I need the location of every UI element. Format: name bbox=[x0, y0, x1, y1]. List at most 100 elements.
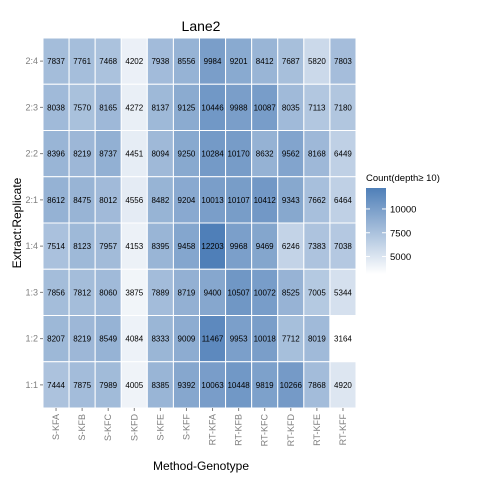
cell-value-label: 12203 bbox=[201, 242, 224, 251]
legend-title: Count(depth≥ 10) bbox=[366, 173, 440, 184]
cell-value-label: 6246 bbox=[282, 242, 300, 251]
y-tick-label: 1:4 bbox=[25, 241, 38, 251]
cell-value-label: 9125 bbox=[178, 103, 196, 112]
cell-value-label: 8012 bbox=[99, 196, 117, 205]
cell-value-label: 10448 bbox=[227, 381, 250, 390]
cell-value-label: 9968 bbox=[230, 242, 248, 251]
y-tick-label: 1:1 bbox=[25, 380, 38, 390]
cell-value-label: 4451 bbox=[125, 150, 143, 159]
x-tick-label: RT-KFF bbox=[338, 414, 348, 446]
cell-value-label: 8525 bbox=[282, 288, 300, 297]
x-axis-title: Method-Genotype bbox=[153, 459, 249, 473]
cell-value-label: 7837 bbox=[47, 57, 65, 66]
cell-value-label: 7889 bbox=[151, 288, 169, 297]
cell-value-label: 5344 bbox=[334, 288, 352, 297]
cell-value-label: 4153 bbox=[125, 242, 143, 251]
x-tick-label: RT-KFD bbox=[286, 414, 296, 447]
cell-value-label: 10170 bbox=[227, 150, 250, 159]
cell-value-label: 9009 bbox=[178, 335, 196, 344]
y-tick-label: 1:2 bbox=[25, 334, 38, 344]
cell-value-label: 8035 bbox=[282, 103, 300, 112]
cell-value-label: 9562 bbox=[282, 150, 300, 159]
cell-value-label: 7868 bbox=[308, 381, 326, 390]
cell-value-label: 8612 bbox=[47, 196, 65, 205]
cell-value-label: 8556 bbox=[178, 57, 196, 66]
cell-value-label: 10087 bbox=[254, 103, 277, 112]
cell-value-label: 8038 bbox=[47, 103, 65, 112]
cell-value-label: 8396 bbox=[47, 150, 65, 159]
cell-value-label: 3875 bbox=[125, 288, 143, 297]
x-tick-label: S-KFF bbox=[181, 413, 191, 440]
cell-value-label: 3164 bbox=[334, 335, 352, 344]
y-tick-label: 2:3 bbox=[25, 102, 38, 112]
cell-value-label: 7761 bbox=[73, 57, 91, 66]
y-axis-title: Extract:Replicate bbox=[10, 177, 24, 268]
cell-value-label: 9819 bbox=[256, 381, 274, 390]
cell-value-label: 10018 bbox=[254, 335, 277, 344]
cell-value-label: 7989 bbox=[99, 381, 117, 390]
cell-value-label: 7856 bbox=[47, 288, 65, 297]
cell-value-label: 8385 bbox=[151, 381, 169, 390]
cell-value-label: 7812 bbox=[73, 288, 91, 297]
cell-value-label: 8207 bbox=[47, 335, 65, 344]
cell-value-label: 4202 bbox=[125, 57, 143, 66]
y-tick-labels: 2:4 2:3 2:2 2:1 1:4 1:3 1:2 1:1 bbox=[25, 56, 43, 390]
cell-value-label: 7113 bbox=[308, 103, 326, 112]
x-tick-label: S-KFE bbox=[155, 414, 165, 441]
x-tick-label: S-KFA bbox=[51, 414, 61, 440]
cell-value-label: 10063 bbox=[201, 381, 224, 390]
cell-value-label: 8137 bbox=[151, 103, 169, 112]
cell-value-label: 9953 bbox=[230, 335, 248, 344]
cell-value-label: 10446 bbox=[201, 103, 224, 112]
cell-value-label: 10507 bbox=[227, 288, 250, 297]
cell-value-label: 8412 bbox=[256, 57, 274, 66]
cell-value-label: 7687 bbox=[282, 57, 300, 66]
cell-value-label: 4556 bbox=[125, 196, 143, 205]
x-tick-label: RT-KFA bbox=[208, 414, 218, 445]
cell-value-label: 6464 bbox=[334, 196, 352, 205]
cell-value-label: 8549 bbox=[99, 335, 117, 344]
cell-value-label: 9201 bbox=[230, 57, 248, 66]
cell-value-label: 9988 bbox=[230, 103, 248, 112]
cell-value-label: 10266 bbox=[280, 381, 303, 390]
x-tick-label: S-KFB bbox=[77, 414, 87, 441]
cell-value-label: 10284 bbox=[201, 150, 224, 159]
legend-color-bar bbox=[366, 188, 386, 274]
y-tick-label: 1:3 bbox=[25, 287, 38, 297]
cell-value-label: 4005 bbox=[125, 381, 143, 390]
cell-value-label: 8632 bbox=[256, 150, 274, 159]
cell-value-label: 8719 bbox=[178, 288, 196, 297]
cell-value-label: 8219 bbox=[73, 150, 91, 159]
legend-tick-label: 5000 bbox=[390, 252, 411, 263]
cell-value-label: 7803 bbox=[334, 57, 352, 66]
x-tick-label: RT-KFC bbox=[260, 414, 270, 447]
cell-value-label: 7938 bbox=[151, 57, 169, 66]
cell-value-label: 7383 bbox=[308, 242, 326, 251]
x-tick-labels: S-KFA S-KFB S-KFC S-KFD S-KFE S-KFF RT-KFA RT-K… bbox=[51, 408, 348, 446]
cell-value-label: 7468 bbox=[99, 57, 117, 66]
cell-value-label: 9343 bbox=[282, 196, 300, 205]
cell-value-label: 9400 bbox=[204, 288, 222, 297]
cell-value-label: 7662 bbox=[308, 196, 326, 205]
x-tick-label: S-KFD bbox=[129, 413, 139, 441]
cell-value-label: 7957 bbox=[99, 242, 117, 251]
cell-value-label: 4084 bbox=[125, 335, 143, 344]
cell-value-label: 9984 bbox=[204, 57, 222, 66]
x-tick-label: RT-KFB bbox=[234, 414, 244, 446]
cell-value-label: 7005 bbox=[308, 288, 326, 297]
cell-value-label: 7444 bbox=[47, 381, 65, 390]
cell-value-label: 7570 bbox=[73, 103, 91, 112]
cell-value-label: 6449 bbox=[334, 150, 352, 159]
y-tick-label: 2:4 bbox=[25, 56, 38, 66]
cell-value-label: 8395 bbox=[151, 242, 169, 251]
legend-tick-label: 10000 bbox=[390, 204, 416, 215]
cell-value-label: 8333 bbox=[151, 335, 169, 344]
cell-value-label: 9469 bbox=[256, 242, 274, 251]
cell-value-label: 7514 bbox=[47, 242, 65, 251]
cell-value-label: 4272 bbox=[125, 103, 143, 112]
cell-value-label: 10107 bbox=[227, 196, 250, 205]
cell-value-label: 7875 bbox=[73, 381, 91, 390]
color-legend: Count(depth≥ 10) 5000750010000 bbox=[366, 173, 440, 274]
cell-value-label: 8482 bbox=[151, 196, 169, 205]
